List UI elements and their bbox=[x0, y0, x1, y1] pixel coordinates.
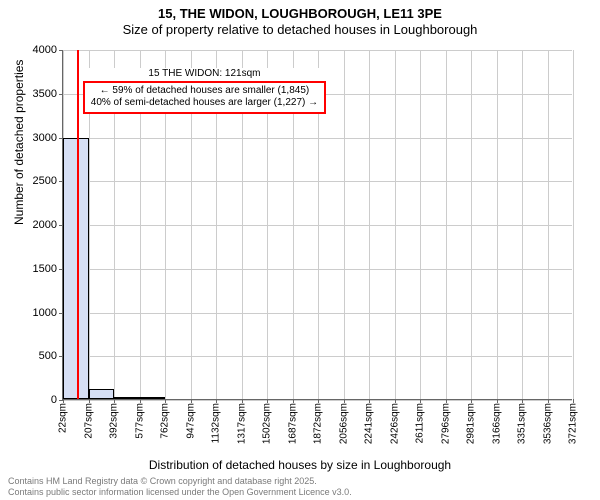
x-tick-label: 3721sqm bbox=[568, 403, 579, 444]
x-tick-label: 762sqm bbox=[160, 403, 171, 439]
annotation-bordered: ← 59% of detached houses are smaller (1,… bbox=[83, 81, 326, 114]
chart-plot-area: 0500100015002000250030003500400022sqm207… bbox=[62, 50, 572, 400]
annotation-box: 15 THE WIDON: 121sqm ← 59% of detached ho… bbox=[83, 68, 326, 114]
y-tick-label: 1500 bbox=[33, 263, 57, 275]
x-tick-label: 1872sqm bbox=[313, 403, 324, 444]
x-tick-label: 1317sqm bbox=[236, 403, 247, 444]
y-tick-label: 2500 bbox=[33, 175, 57, 187]
gridline-v bbox=[395, 50, 396, 399]
annotation-line-3: 40% of semi-detached houses are larger (… bbox=[91, 97, 318, 110]
y-tick-label: 3500 bbox=[33, 88, 57, 100]
histogram-bar bbox=[89, 389, 115, 400]
x-tick-label: 2981sqm bbox=[466, 403, 477, 444]
y-tick-label: 2000 bbox=[33, 219, 57, 231]
title-line-1: 15, THE WIDON, LOUGHBOROUGH, LE11 3PE bbox=[0, 6, 600, 22]
gridline-v bbox=[446, 50, 447, 399]
gridline-v bbox=[522, 50, 523, 399]
x-tick-label: 392sqm bbox=[109, 403, 120, 439]
x-tick-label: 3536sqm bbox=[542, 403, 553, 444]
y-tick-label: 3000 bbox=[33, 132, 57, 144]
x-tick-label: 2611sqm bbox=[415, 403, 426, 443]
x-tick-label: 2241sqm bbox=[364, 403, 375, 444]
x-tick-label: 2056sqm bbox=[338, 403, 349, 444]
y-tick-label: 500 bbox=[39, 350, 57, 362]
property-marker-line bbox=[77, 50, 79, 399]
annotation-line-2: ← 59% of detached houses are smaller (1,… bbox=[91, 85, 318, 98]
y-axis-title: Number of detached properties bbox=[12, 60, 26, 225]
y-tick-label: 4000 bbox=[33, 44, 57, 56]
x-tick-label: 947sqm bbox=[185, 403, 196, 439]
y-tick-label: 0 bbox=[51, 394, 57, 406]
x-tick-label: 3351sqm bbox=[517, 403, 528, 444]
x-tick-label: 22sqm bbox=[58, 403, 69, 433]
x-axis-title: Distribution of detached houses by size … bbox=[0, 458, 600, 472]
x-tick-label: 577sqm bbox=[134, 403, 145, 439]
title-line-2: Size of property relative to detached ho… bbox=[0, 22, 600, 38]
gridline-v bbox=[471, 50, 472, 399]
x-tick-label: 1502sqm bbox=[262, 403, 273, 444]
y-tick-label: 1000 bbox=[33, 307, 57, 319]
gridline-v bbox=[344, 50, 345, 399]
x-tick-label: 2796sqm bbox=[440, 403, 451, 444]
gridline-v bbox=[420, 50, 421, 399]
x-tick-label: 1687sqm bbox=[287, 403, 298, 444]
histogram-bar bbox=[140, 397, 166, 399]
footer-line-2: Contains public sector information licen… bbox=[8, 487, 352, 498]
histogram-bar bbox=[63, 138, 89, 399]
x-tick-label: 3166sqm bbox=[491, 403, 502, 444]
gridline-v bbox=[573, 50, 574, 399]
gridline-v bbox=[369, 50, 370, 399]
x-tick-label: 207sqm bbox=[83, 403, 94, 439]
histogram-bar bbox=[114, 397, 140, 399]
chart-title: 15, THE WIDON, LOUGHBOROUGH, LE11 3PE Si… bbox=[0, 0, 600, 37]
x-tick-label: 2426sqm bbox=[389, 403, 400, 444]
gridline-v bbox=[548, 50, 549, 399]
annotation-line-1: 15 THE WIDON: 121sqm bbox=[83, 68, 326, 81]
gridline-v bbox=[497, 50, 498, 399]
footer-line-1: Contains HM Land Registry data © Crown c… bbox=[8, 476, 352, 487]
x-tick-label: 1132sqm bbox=[211, 403, 222, 443]
footer-attribution: Contains HM Land Registry data © Crown c… bbox=[8, 476, 352, 498]
